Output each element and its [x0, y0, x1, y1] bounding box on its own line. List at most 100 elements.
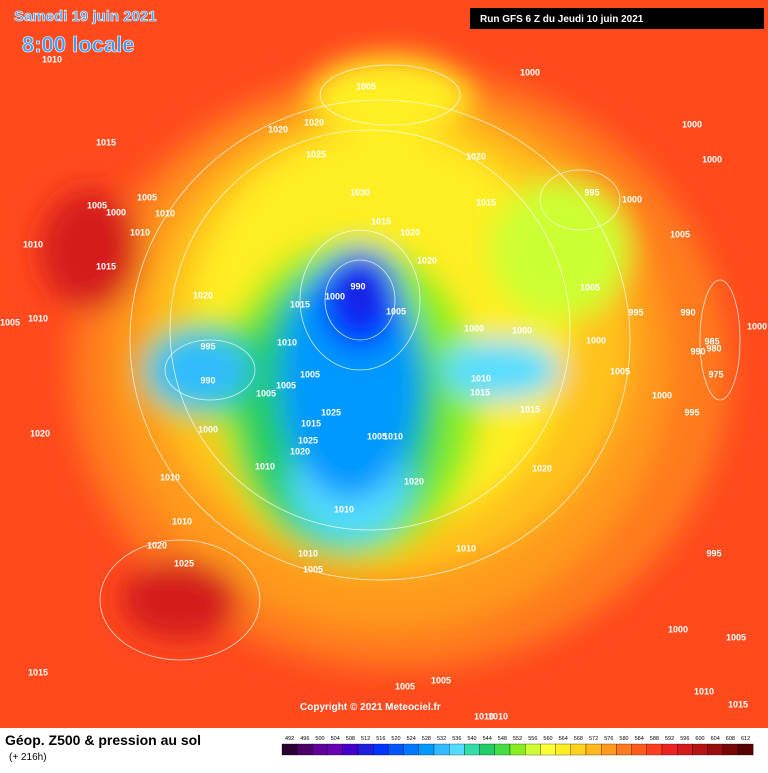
- legend-level: 588: [650, 736, 659, 742]
- isobar-label: 1005: [137, 192, 157, 202]
- isobar-label: 1000: [668, 624, 688, 634]
- isobar-label: 1000: [512, 325, 532, 335]
- isobar-label: 1000: [464, 323, 484, 333]
- isobar-label: 1020: [304, 117, 324, 127]
- isobar-label: 1000: [198, 424, 218, 434]
- isobar-label: 1025: [306, 149, 326, 159]
- legend-swatch: [570, 743, 587, 756]
- isobar-label: 1010: [172, 516, 192, 526]
- legend-swatch: [433, 743, 450, 756]
- isobar-label: 1015: [96, 137, 116, 147]
- isobar-label: 1020: [466, 151, 486, 161]
- legend-swatch: [479, 743, 495, 756]
- isobar-label: 1010: [383, 431, 403, 441]
- isobar-label: 1020: [417, 255, 437, 265]
- legend-swatch: [646, 743, 663, 756]
- color-legend: 492 496 500 504 508 512 516 520 524 528 532 536 540 5…: [281, 736, 754, 756]
- isobar-label: 1010: [456, 543, 476, 553]
- legend-level: 560: [543, 736, 552, 742]
- legend-swatch: [281, 743, 298, 756]
- legend-swatch: [342, 743, 359, 756]
- isobar-label: 1005: [303, 564, 323, 574]
- isobar-label: 1010: [471, 373, 491, 383]
- legend-swatch: [677, 743, 693, 756]
- isobar-label: 1010: [334, 504, 354, 514]
- isobar-label: 1000: [747, 321, 767, 331]
- isobar-label: 1020: [404, 476, 424, 486]
- isobar-label: 1015: [301, 418, 321, 428]
- legend-level: 544: [483, 736, 492, 742]
- legend-swatch: [692, 743, 708, 756]
- isobar-label: 995: [200, 341, 215, 351]
- isobar-label: 1005: [395, 681, 415, 691]
- legend-swatch: [525, 743, 541, 756]
- isobar-label: 1020: [147, 540, 167, 550]
- legend-swatch: [418, 743, 435, 756]
- isobar-label: 1005: [300, 369, 320, 379]
- isobar-label: 1005: [276, 380, 296, 390]
- isobar-label: 1015: [371, 216, 391, 226]
- isobar-label: 990: [200, 375, 215, 385]
- legend-level: 552: [513, 736, 522, 742]
- isobar-label: 1025: [174, 558, 194, 568]
- isobar-label: 1010: [23, 239, 43, 249]
- isobar-label: 1000: [520, 67, 540, 77]
- isobar-label: 1020: [400, 227, 420, 237]
- legend-level: 536: [452, 736, 461, 742]
- isobar-label: 1015: [96, 261, 116, 271]
- legend-level: 504: [331, 736, 340, 742]
- legend-level: 524: [407, 736, 416, 742]
- isobar-label: 1010: [298, 548, 318, 558]
- isobar-label: 995: [706, 548, 721, 558]
- run-box: [470, 8, 764, 29]
- legend-level: 576: [604, 736, 613, 742]
- legend-swatch: [388, 743, 404, 756]
- forecast-date: Samedi 19 juin 2021: [14, 8, 157, 25]
- isobar-label: 1010: [694, 686, 714, 696]
- isobar-label: 1000: [702, 154, 722, 164]
- isobar-label: 1005: [580, 282, 600, 292]
- isobar-label: 1020: [268, 124, 288, 134]
- legend-swatch: [661, 743, 678, 756]
- isobar-label: 985: [704, 336, 719, 346]
- legend-swatch: [585, 743, 602, 756]
- legend-level: 596: [680, 736, 689, 742]
- isobar-label: 980: [706, 343, 721, 353]
- isobar-label: 1010: [155, 208, 175, 218]
- isobar-label: 1030: [350, 187, 370, 197]
- isobar-label: 1010: [255, 461, 275, 471]
- isobar-label: 1005: [256, 388, 276, 398]
- isobar-label: 1000: [622, 194, 642, 204]
- legend-swatch: [737, 743, 754, 756]
- isobar-label: 990: [350, 281, 365, 291]
- isobar-label: 1020: [532, 463, 552, 473]
- legend-swatch: [707, 743, 723, 756]
- legend-swatch: [540, 743, 556, 756]
- isobar-label: 1010: [488, 711, 508, 721]
- legend-level: 608: [726, 736, 735, 742]
- geopotential-field: [40, 55, 730, 670]
- isobar-label: 1025: [298, 435, 318, 445]
- legend-swatch: [357, 743, 374, 756]
- legend-swatch: [631, 743, 647, 756]
- isobar-lines: [99, 64, 741, 661]
- legend-level: 528: [422, 736, 431, 742]
- isobar-label: 1015: [520, 404, 540, 414]
- legend-level: 604: [711, 736, 720, 742]
- legend-swatch: [464, 743, 480, 756]
- legend-level: 564: [559, 736, 568, 742]
- legend-swatch: [494, 743, 511, 756]
- legend-level: 600: [695, 736, 704, 742]
- copyright: Copyright © 2021 Meteociel.fr: [300, 702, 441, 713]
- isobar-label: 1010: [277, 337, 297, 347]
- legend-swatch: [601, 743, 617, 756]
- legend-level: 548: [498, 736, 507, 742]
- legend-level: 572: [589, 736, 598, 742]
- isobar-label: 1020: [30, 428, 50, 438]
- legend-swatch: [312, 743, 328, 756]
- legend-level: 592: [665, 736, 674, 742]
- legend-level: 516: [376, 736, 385, 742]
- isobar-label: 1005: [367, 431, 387, 441]
- footer-title: Géop. Z500 & pression au sol: [5, 732, 201, 748]
